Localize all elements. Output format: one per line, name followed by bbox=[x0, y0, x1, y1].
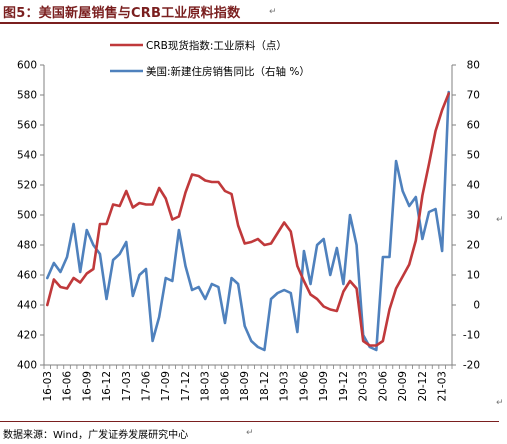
x-tick-label: 18-09 bbox=[239, 371, 251, 402]
y-left-tick-label: 560 bbox=[17, 120, 37, 132]
y-right-tick-label: 40 bbox=[467, 180, 480, 192]
x-tick-label: 19-09 bbox=[318, 371, 330, 402]
chart-axes: 400 420 440 460 480 500 520 540 560 580 600 -20 -10 0… bbox=[17, 60, 480, 402]
y-left-tick-label: 520 bbox=[17, 180, 37, 192]
chart: 400 420 440 460 480 500 520 540 560 580 600 -20 -10 0… bbox=[17, 39, 480, 402]
legend-label-sales: 美国:新建住房销售同比（右轴 %） bbox=[146, 65, 310, 78]
x-tick-label: 16-12 bbox=[101, 371, 113, 402]
y-left-tick-label: 420 bbox=[17, 330, 37, 342]
x-tick-label: 16-06 bbox=[62, 371, 74, 402]
source-rule bbox=[0, 421, 499, 422]
y-right-tick-label: 20 bbox=[467, 240, 480, 252]
y-left-tick-label: 460 bbox=[17, 270, 37, 282]
y-right-tick-label: 70 bbox=[467, 90, 480, 102]
y-right-tick-label: 30 bbox=[467, 210, 480, 222]
y-left-tick-label: 480 bbox=[17, 240, 37, 252]
paragraph-mark: ↵ bbox=[496, 398, 504, 408]
y-left-tick-label: 600 bbox=[17, 60, 37, 72]
y-left-tick-label: 400 bbox=[17, 360, 37, 372]
x-tick-label: 17-06 bbox=[141, 371, 153, 402]
x-tick-label: 20-06 bbox=[377, 371, 389, 402]
y-left-tick-label: 440 bbox=[17, 300, 37, 312]
y-right-tick-label: 10 bbox=[467, 270, 480, 282]
y-right-tick-label: -20 bbox=[463, 360, 480, 372]
series-line-sales bbox=[45, 90, 451, 352]
y-left-tick-label: 500 bbox=[17, 210, 37, 222]
y-left-tick-label: 580 bbox=[17, 90, 37, 102]
paragraph-mark: ↵ bbox=[269, 7, 277, 17]
source-note: 数据来源：Wind，广发证券发展研究中心 bbox=[3, 430, 189, 441]
y-right-tick-label: 80 bbox=[467, 60, 480, 72]
series-line-crb bbox=[45, 92, 451, 347]
x-tick-label: 19-06 bbox=[298, 371, 310, 402]
x-tick-label: 18-12 bbox=[259, 371, 271, 402]
x-tick-label: 16-03 bbox=[42, 371, 54, 402]
paragraph-mark: ↵ bbox=[246, 428, 254, 438]
x-tick-label: 17-03 bbox=[121, 371, 133, 402]
x-tick-label: 17-09 bbox=[160, 371, 172, 402]
x-tick-label: 21-03 bbox=[437, 371, 449, 402]
x-tick-label: 20-09 bbox=[397, 371, 409, 402]
x-tick-label: 17-12 bbox=[180, 371, 192, 402]
y-right-tick-label: 0 bbox=[473, 300, 480, 312]
chart-series bbox=[45, 90, 451, 352]
y-right-tick-label: -10 bbox=[463, 330, 480, 342]
legend-label-crb: CRB现货指数:工业原料（点） bbox=[146, 39, 287, 52]
figure-title: 图5：美国新屋销售与CRB工业原料指数 bbox=[3, 6, 241, 21]
x-tick-label: 16-09 bbox=[81, 371, 93, 402]
y-right-tick-label: 50 bbox=[467, 150, 480, 162]
x-tick-label: 19-03 bbox=[279, 371, 291, 402]
chart-legend: CRB现货指数:工业原料（点） 美国:新建住房销售同比（右轴 %） bbox=[110, 39, 310, 78]
x-tick-label: 19-12 bbox=[338, 371, 350, 402]
paragraph-mark: ↵ bbox=[496, 215, 504, 225]
y-left-tick-label: 540 bbox=[17, 150, 37, 162]
title-rule bbox=[0, 22, 499, 24]
y-right-tick-label: 60 bbox=[467, 120, 480, 132]
x-tick-label: 18-06 bbox=[219, 371, 231, 402]
x-tick-label: 20-12 bbox=[417, 371, 429, 402]
x-tick-label: 18-03 bbox=[200, 371, 212, 402]
x-tick-label: 20-03 bbox=[358, 371, 370, 402]
